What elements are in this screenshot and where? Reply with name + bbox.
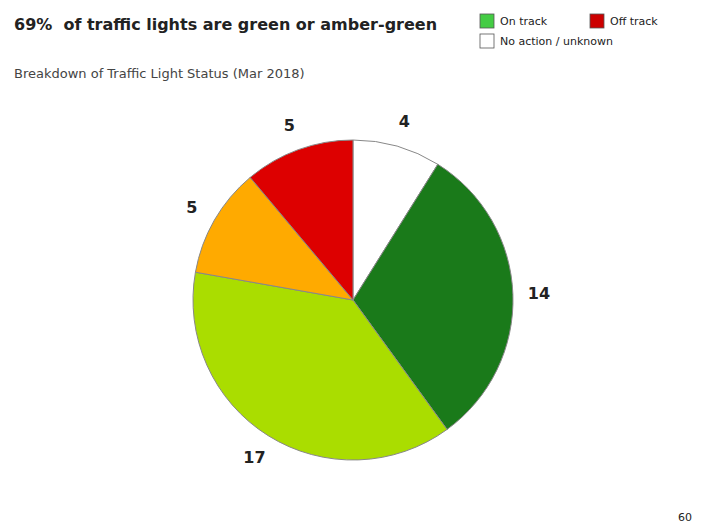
- slice: [193, 272, 447, 460]
- chart: 69% of traffic lights are green or amber…: [0, 0, 706, 529]
- legend-label: Off track: [610, 15, 658, 28]
- legend-item: Off track: [590, 14, 658, 28]
- legend-label: No action / unknown: [500, 35, 613, 48]
- data-label: 5: [186, 198, 197, 217]
- page-number: 60: [678, 511, 692, 524]
- data-label: 5: [284, 116, 295, 135]
- legend-item: On track: [480, 14, 548, 28]
- legend: On track Off track No action / unknown: [480, 14, 658, 48]
- legend-swatch: [480, 34, 494, 48]
- pie: 4 14 17 5 5: [186, 112, 550, 468]
- subtitle: Breakdown of Traffic Light Status (Mar 2…: [14, 66, 305, 81]
- legend-swatch: [480, 14, 494, 28]
- legend-swatch: [590, 14, 604, 28]
- legend-label: On track: [500, 15, 548, 28]
- legend-item: No action / unknown: [480, 34, 613, 48]
- data-label: 17: [243, 448, 265, 467]
- data-label: 14: [528, 284, 550, 303]
- title: 69% of traffic lights are green or amber…: [14, 15, 437, 34]
- slice: [250, 140, 353, 300]
- data-label: 4: [399, 112, 410, 131]
